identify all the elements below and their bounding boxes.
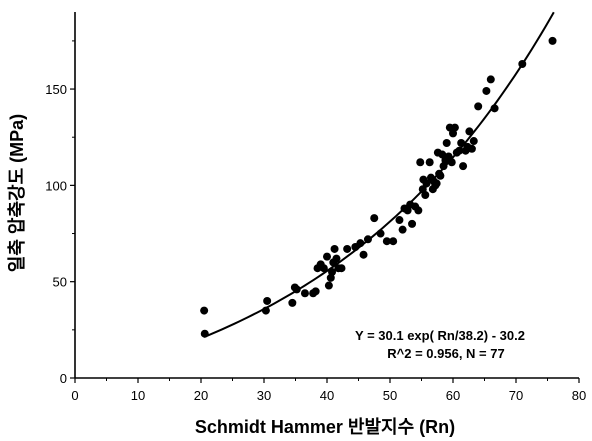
- data-point: [263, 296, 272, 305]
- ticks: [70, 40, 580, 383]
- data-point: [518, 60, 527, 69]
- data-point: [457, 138, 466, 147]
- x-tick-label: 60: [446, 388, 460, 403]
- y-tick-label: 50: [53, 275, 67, 290]
- data-point: [328, 268, 337, 277]
- x-tick-label: 40: [320, 388, 334, 403]
- y-tick-label: 150: [45, 82, 67, 97]
- data-point: [425, 158, 434, 167]
- data-point: [359, 250, 368, 259]
- data-point: [323, 252, 331, 261]
- data-point: [450, 123, 459, 132]
- data-point: [455, 146, 464, 155]
- data-point: [382, 237, 391, 246]
- data-point: [422, 179, 431, 188]
- x-axis-title: Schmidt Hammer 반발지수 (Rn): [195, 417, 455, 437]
- data-point: [200, 306, 209, 315]
- fit-curve-group: [203, 11, 555, 338]
- data-point: [288, 298, 297, 307]
- data-point: [469, 137, 478, 146]
- data-point: [465, 127, 474, 136]
- x-tick-label: 10: [131, 388, 145, 403]
- data-point: [447, 158, 456, 167]
- data-point: [474, 102, 483, 111]
- data-point: [398, 225, 407, 234]
- data-point: [261, 306, 270, 315]
- data-point: [482, 86, 491, 95]
- data-point: [459, 162, 468, 171]
- data-point: [300, 289, 309, 298]
- data-point: [389, 237, 398, 246]
- x-tick-label: 70: [509, 388, 523, 403]
- axes: [74, 12, 579, 379]
- data-point: [343, 244, 352, 253]
- x-tick-label: 50: [383, 388, 397, 403]
- y-tick-label: 100: [45, 178, 67, 193]
- data-point: [324, 281, 333, 290]
- x-tick-label: 0: [71, 388, 78, 403]
- data-point: [337, 264, 346, 273]
- data-point: [486, 75, 495, 84]
- data-point: [432, 179, 441, 188]
- data-point: [363, 235, 372, 244]
- data-point: [370, 214, 379, 223]
- data-point: [421, 191, 430, 199]
- y-axis-title: 일축 압축강도 (MPa): [7, 114, 27, 272]
- data-point: [395, 216, 404, 225]
- fit-curve: [203, 11, 555, 338]
- fit-equation-annotation: Y = 30.1 exp( Rn/38.2) - 30.2: [355, 328, 525, 343]
- data-point: [490, 104, 499, 113]
- tick-labels: 0 10 20 30 40 50 60 70 80 0 50 100 150: [45, 82, 586, 403]
- data-point: [416, 158, 425, 167]
- data-point: [408, 219, 417, 228]
- data-point: [442, 138, 451, 147]
- data-point: [319, 264, 328, 273]
- data-point: [467, 144, 476, 153]
- data-point: [356, 239, 365, 248]
- fit-stats-annotation: R^2 = 0.956, N = 77: [387, 346, 504, 361]
- data-point: [548, 36, 557, 45]
- data-point: [311, 287, 320, 296]
- data-point: [330, 244, 339, 253]
- x-tick-label: 30: [257, 388, 271, 403]
- y-tick-label: 0: [60, 371, 67, 386]
- data-point: [414, 206, 423, 215]
- data-point: [436, 171, 445, 180]
- data-point: [200, 329, 209, 338]
- data-points: [200, 36, 557, 338]
- x-tick-label: 20: [194, 388, 208, 403]
- data-point: [376, 229, 385, 238]
- data-point: [332, 254, 341, 263]
- data-point: [292, 285, 301, 294]
- x-tick-label: 80: [572, 388, 586, 403]
